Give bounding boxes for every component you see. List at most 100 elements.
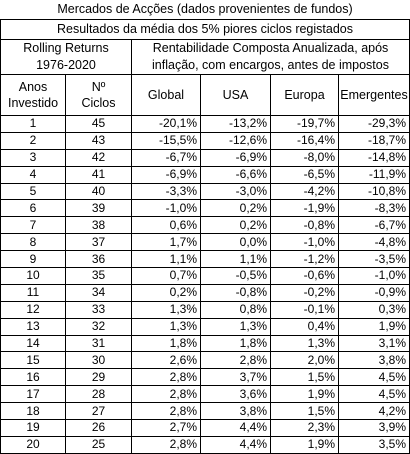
cell-emergentes: -11,9%	[338, 166, 410, 184]
cell-anos: 11	[0, 284, 66, 302]
cell-global: 0,7%	[131, 267, 201, 285]
cell-ciclos: 27	[65, 402, 132, 421]
cell-usa: -6,6%	[200, 166, 271, 184]
cell-global: -20,1%	[131, 115, 201, 133]
cell-global: -15,5%	[131, 132, 201, 150]
cell-usa: -0,8%	[200, 284, 271, 302]
cell-global: 2,8%	[131, 385, 201, 404]
header-ciclos: Nº Ciclos	[65, 74, 132, 116]
cell-usa: 0,2%	[200, 216, 271, 235]
cell-anos: 17	[0, 385, 66, 404]
cell-europa: -1,9%	[270, 199, 339, 218]
cell-ciclos: 26	[65, 419, 132, 437]
cell-ciclos: 30	[65, 351, 132, 370]
table-row: 18 27 2,8% 3,8% 1,5% 4,2%	[0, 402, 410, 421]
table-row: 7 38 0,6% 0,2% -0,8% -6,7%	[0, 216, 410, 235]
cell-emergentes: -3,5%	[338, 250, 410, 269]
cell-europa: -4,2%	[270, 183, 339, 201]
cell-ciclos: 29	[65, 368, 132, 387]
table-row: 14 31 1,8% 1,8% 1,3% 3,1%	[0, 335, 410, 353]
table-row: 17 28 2,8% 3,6% 1,9% 4,5%	[0, 385, 410, 404]
cell-usa: 2,8%	[200, 351, 271, 370]
cell-emergentes: 3,9%	[338, 419, 410, 437]
cell-global: 1,7%	[131, 233, 201, 252]
header-anos-line2: Investido	[7, 96, 59, 110]
cell-emergentes: 4,5%	[338, 368, 410, 387]
cell-anos: 8	[0, 233, 66, 252]
cell-anos: 3	[0, 149, 66, 167]
table-row: 16 29 2,8% 3,7% 1,5% 4,5%	[0, 368, 410, 387]
cell-emergentes: -0,9%	[338, 284, 410, 302]
table-body: 1 45 -20,1% -13,2% -19,7% -29,3% 2 43 -15,5% -12,…	[0, 115, 410, 454]
cell-global: -1,0%	[131, 199, 201, 218]
cell-ciclos: 43	[65, 132, 132, 150]
header-europa: Europa	[270, 74, 339, 116]
cell-ciclos: 32	[65, 318, 132, 336]
header-anos-line1: Anos	[18, 80, 48, 94]
cell-emergentes: 3,8%	[338, 351, 410, 370]
cell-usa: -0,5%	[200, 267, 271, 285]
cell-emergentes: 4,5%	[338, 385, 410, 404]
table-row: 9 36 1,1% 1,1% -1,2% -3,5%	[0, 250, 410, 269]
cell-global: 0,6%	[131, 216, 201, 235]
cell-global: 1,1%	[131, 250, 201, 269]
cell-europa: -8,0%	[270, 149, 339, 167]
cell-europa: -1,2%	[270, 250, 339, 269]
table-row: 4 41 -6,9% -6,6% -6,5% -11,9%	[0, 166, 410, 184]
cell-ciclos: 36	[65, 250, 132, 269]
cell-usa: -6,9%	[200, 149, 271, 167]
cell-global: 2,6%	[131, 351, 201, 370]
cell-europa: 1,3%	[270, 335, 339, 353]
cell-emergentes: -10,8%	[338, 183, 410, 201]
cell-usa: -3,0%	[200, 183, 271, 201]
table-row: 6 39 -1,0% 0,2% -1,9% -8,3%	[0, 199, 410, 218]
rentabilidade-label-1: Rentabilidade Composta Anualizada, após	[131, 39, 410, 57]
cell-global: 2,7%	[131, 419, 201, 437]
cell-ciclos: 38	[65, 216, 132, 235]
cell-usa: 0,8%	[200, 301, 271, 319]
cell-global: -6,9%	[131, 166, 201, 184]
cell-europa: -16,4%	[270, 132, 339, 150]
cell-anos: 6	[0, 199, 66, 218]
table-title: Mercados de Acções (dados provenientes d…	[57, 2, 353, 16]
table-row: 11 34 0,2% -0,8% -0,2% -0,9%	[0, 284, 410, 302]
cell-europa: -0,6%	[270, 267, 339, 285]
cell-anos: 14	[0, 335, 66, 353]
cell-global: 2,8%	[131, 402, 201, 421]
cell-usa: 3,7%	[200, 368, 271, 387]
cell-europa: -6,5%	[270, 166, 339, 184]
cell-anos: 7	[0, 216, 66, 235]
cell-anos: 9	[0, 250, 66, 269]
cell-ciclos: 40	[65, 183, 132, 201]
cell-ciclos: 33	[65, 301, 132, 319]
cell-ciclos: 28	[65, 385, 132, 404]
period-label: 1976-2020	[0, 57, 132, 75]
table-row: 15 30 2,6% 2,8% 2,0% 3,8%	[0, 351, 410, 370]
table-row: 10 35 0,7% -0,5% -0,6% -1,0%	[0, 267, 410, 285]
cell-usa: -13,2%	[200, 115, 271, 133]
cell-emergentes: 0,3%	[338, 301, 410, 319]
cell-global: 0,2%	[131, 284, 201, 302]
header-emergentes: Emergentes	[338, 74, 410, 116]
cell-europa: -0,1%	[270, 301, 339, 319]
cell-europa: -0,2%	[270, 284, 339, 302]
cell-usa: 1,3%	[200, 318, 271, 336]
cell-ciclos: 34	[65, 284, 132, 302]
cell-anos: 12	[0, 301, 66, 319]
cell-ciclos: 42	[65, 149, 132, 167]
cell-emergentes: -29,3%	[338, 115, 410, 133]
cell-global: 2,8%	[131, 368, 201, 387]
cell-europa: 1,5%	[270, 368, 339, 387]
cell-anos: 2	[0, 132, 66, 150]
cell-usa: 3,8%	[200, 402, 271, 421]
table-row: 12 33 1,3% 0,8% -0,1% 0,3%	[0, 301, 410, 319]
cell-europa: -0,8%	[270, 216, 339, 235]
cell-emergentes: 4,2%	[338, 402, 410, 421]
cell-emergentes: 3,1%	[338, 335, 410, 353]
cell-usa: 4,4%	[200, 419, 271, 437]
cell-ciclos: 35	[65, 267, 132, 285]
header-usa: USA	[200, 74, 271, 116]
cell-europa: -1,0%	[270, 233, 339, 252]
cell-ciclos: 45	[65, 115, 132, 133]
